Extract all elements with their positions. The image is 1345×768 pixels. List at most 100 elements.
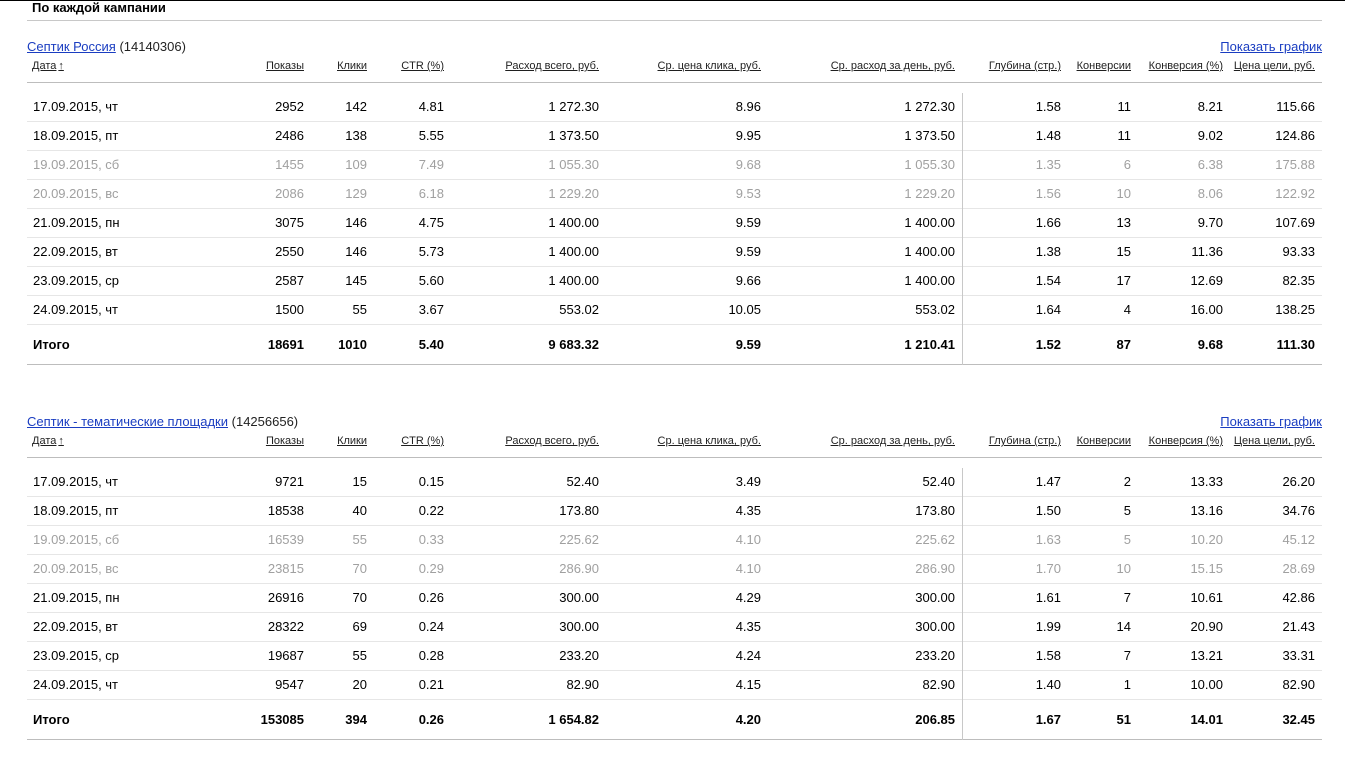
cell-shows: 23815	[267, 561, 304, 576]
spend-header[interactable]: Расход всего, руб.	[505, 434, 599, 448]
cell-ctr: 4.75	[418, 215, 444, 230]
cell-spend: 233.20	[559, 648, 599, 663]
cell-shows: 16539	[267, 532, 304, 547]
daily-spend-header-label: Ср. расход за день, руб.	[830, 435, 955, 447]
cpc-header[interactable]: Ср. цена клика, руб.	[658, 434, 761, 448]
date-header[interactable]: Дата ↑	[32, 59, 64, 73]
campaign-header: Септик Россия (14140306) Показать график	[27, 39, 1322, 59]
cell-date: 20.09.2015, вс	[33, 186, 119, 201]
conversions-header[interactable]: Конверсии	[1077, 434, 1131, 448]
date-header-label: Дата	[32, 60, 57, 72]
cell-ctr: 5.55	[418, 128, 444, 143]
campaign-name-link[interactable]: Септик Россия	[27, 39, 116, 54]
cell-spend: 1 373.50	[548, 128, 599, 143]
show-chart-link[interactable]: Показать график	[1220, 39, 1322, 54]
total-conversions: 87	[1116, 337, 1131, 352]
cell-ctr: 0.26	[418, 590, 444, 605]
conversions-header-label: Конверсии	[1076, 435, 1131, 447]
cell-conversions: 5	[1123, 532, 1131, 547]
shows-header[interactable]: Показы	[266, 434, 304, 448]
depth-header-label: Глубина (стр.)	[988, 60, 1061, 72]
cell-date: 17.09.2015, чт	[33, 474, 119, 489]
campaign-block: Септик Россия (14140306) Показать график…	[27, 39, 1322, 365]
cell-ctr: 5.60	[418, 273, 444, 288]
cell-date: 17.09.2015, чт	[33, 99, 119, 114]
table-row: 22.09.2015, вт 2550 146 5.73 1 400.00 9.59 1 4…	[27, 238, 1322, 267]
cell-ctr: 5.73	[418, 244, 444, 259]
campaign-id: (14140306)	[119, 39, 186, 54]
conversion-pct-header[interactable]: Конверсия (%)	[1149, 59, 1223, 73]
total-depth: 1.67	[1035, 712, 1061, 727]
cell-date: 21.09.2015, пн	[33, 590, 120, 605]
cell-depth: 1.54	[1035, 273, 1061, 288]
depth-header[interactable]: Глубина (стр.)	[989, 59, 1061, 73]
cell-daily-spend: 52.40	[922, 474, 955, 489]
daily-spend-header-label: Ср. расход за день, руб.	[830, 60, 955, 72]
table-row: 19.09.2015, сб 1455 109 7.49 1 055.30 9.68 1 0…	[27, 151, 1322, 180]
cell-depth: 1.35	[1035, 157, 1061, 172]
campaign-name-link[interactable]: Септик - тематические площадки	[27, 414, 229, 429]
goal-price-header[interactable]: Цена цели, руб.	[1234, 434, 1315, 448]
ctr-header[interactable]: CTR (%)	[401, 434, 444, 448]
cell-daily-spend: 1 400.00	[904, 215, 955, 230]
table-row: 18.09.2015, пт 18538 40 0.22 173.80 4.35 173.8…	[27, 497, 1322, 526]
cell-depth: 1.64	[1035, 302, 1061, 317]
ctr-header-label: CTR (%)	[401, 60, 444, 72]
cell-daily-spend: 286.90	[915, 561, 955, 576]
cell-daily-spend: 1 229.20	[904, 186, 955, 201]
cell-cpc: 4.35	[735, 619, 761, 634]
total-goal-price: 111.30	[1276, 337, 1315, 352]
goal-price-header-label: Цена цели, руб.	[1233, 435, 1315, 447]
show-chart-link[interactable]: Показать график	[1220, 414, 1322, 429]
goal-price-header[interactable]: Цена цели, руб.	[1234, 59, 1315, 73]
conversion-pct-header[interactable]: Конверсия (%)	[1149, 434, 1223, 448]
daily-spend-header[interactable]: Ср. расход за день, руб.	[831, 434, 955, 448]
cell-ctr: 4.81	[418, 99, 444, 114]
conversions-header[interactable]: Конверсии	[1077, 59, 1131, 73]
cell-daily-spend: 1 400.00	[904, 273, 955, 288]
ctr-header-label: CTR (%)	[401, 435, 444, 447]
conversion-pct-header-label: Конверсия (%)	[1148, 435, 1223, 447]
cell-cpc: 9.68	[735, 157, 761, 172]
spend-header[interactable]: Расход всего, руб.	[505, 59, 599, 73]
cell-conversion-pct: 8.06	[1197, 186, 1223, 201]
date-header[interactable]: Дата ↑	[32, 434, 64, 448]
cell-shows: 19687	[267, 648, 304, 663]
cell-spend: 1 229.20	[548, 186, 599, 201]
clicks-header[interactable]: Клики	[337, 434, 367, 448]
cell-conversion-pct: 13.21	[1190, 648, 1223, 663]
conversions-header-label: Конверсии	[1076, 60, 1131, 72]
cell-date: 24.09.2015, чт	[33, 302, 119, 317]
cell-goal-price: 82.90	[1282, 677, 1315, 692]
cell-spend: 300.00	[559, 590, 599, 605]
cell-date: 21.09.2015, пн	[33, 215, 120, 230]
section-divider	[27, 20, 1322, 21]
total-shows: 153085	[260, 712, 304, 727]
cell-conversions: 10	[1116, 561, 1131, 576]
cell-clicks: 70	[352, 561, 367, 576]
cell-ctr: 0.29	[418, 561, 444, 576]
shows-header[interactable]: Показы	[266, 59, 304, 73]
cell-daily-spend: 233.20	[915, 648, 955, 663]
ctr-header[interactable]: CTR (%)	[401, 59, 444, 73]
cell-conversion-pct: 10.00	[1190, 677, 1223, 692]
conversion-pct-header-label: Конверсия (%)	[1148, 60, 1223, 72]
table-header-row: Дата ↑ Показы Клики CTR (%) Расход всего, руб…	[27, 59, 1322, 83]
cell-goal-price: 28.69	[1282, 561, 1315, 576]
cell-depth: 1.48	[1035, 128, 1061, 143]
cpc-header[interactable]: Ср. цена клика, руб.	[658, 59, 761, 73]
cell-clicks: 138	[345, 128, 367, 143]
cell-depth: 1.40	[1035, 677, 1061, 692]
daily-spend-header[interactable]: Ср. расход за день, руб.	[831, 59, 955, 73]
clicks-header-label: Клики	[337, 60, 367, 72]
cell-daily-spend: 1 272.30	[904, 99, 955, 114]
cell-shows: 2952	[275, 99, 304, 114]
cell-goal-price: 115.66	[1276, 99, 1315, 114]
date-header-label: Дата	[32, 435, 57, 447]
depth-header[interactable]: Глубина (стр.)	[989, 434, 1061, 448]
cell-spend: 225.62	[559, 532, 599, 547]
total-row: Итого 153085 394 0.26 1 654.82 4.20 206.85 1.67…	[27, 700, 1322, 740]
stats-table: Дата ↑ Показы Клики CTR (%) Расход всего, руб…	[27, 59, 1322, 365]
cell-daily-spend: 300.00	[915, 619, 955, 634]
clicks-header[interactable]: Клики	[337, 59, 367, 73]
